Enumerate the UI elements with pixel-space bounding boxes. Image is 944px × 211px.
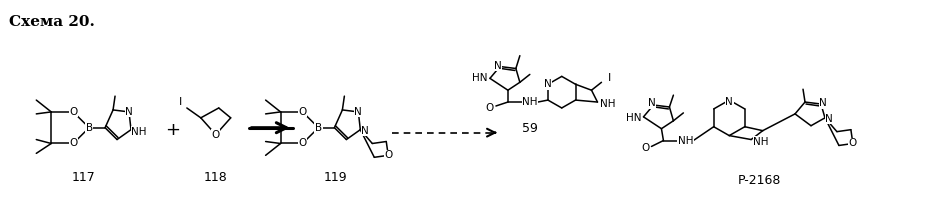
Text: NH: NH xyxy=(131,127,146,137)
Text: Схема 20.: Схема 20. xyxy=(9,15,95,29)
Text: O: O xyxy=(298,138,307,149)
Text: O: O xyxy=(849,138,857,149)
Text: P-2168: P-2168 xyxy=(737,174,781,187)
Text: NH: NH xyxy=(678,135,693,146)
Text: NH: NH xyxy=(599,99,615,109)
Text: 118: 118 xyxy=(204,171,228,184)
Text: N: N xyxy=(725,97,733,107)
Text: N: N xyxy=(819,98,827,108)
Text: 59: 59 xyxy=(522,122,538,135)
Text: N: N xyxy=(825,114,833,124)
Text: O: O xyxy=(486,103,494,113)
Text: O: O xyxy=(211,130,220,140)
Text: 117: 117 xyxy=(72,171,95,184)
Text: N: N xyxy=(648,98,655,108)
Text: NH: NH xyxy=(753,137,769,146)
Text: O: O xyxy=(641,143,649,153)
Text: O: O xyxy=(69,107,77,117)
Text: I: I xyxy=(179,97,182,107)
Text: N: N xyxy=(362,126,369,136)
Text: 119: 119 xyxy=(324,171,347,184)
Text: O: O xyxy=(298,107,307,117)
Text: HN: HN xyxy=(472,73,488,83)
Text: HN: HN xyxy=(626,113,641,123)
Text: NH: NH xyxy=(522,97,537,107)
Text: B: B xyxy=(315,123,322,133)
Text: O: O xyxy=(69,138,77,149)
Text: O: O xyxy=(384,150,393,160)
Text: B: B xyxy=(86,123,93,133)
Text: +: + xyxy=(165,121,180,139)
Text: N: N xyxy=(494,61,502,70)
Text: I: I xyxy=(608,73,611,83)
Text: N: N xyxy=(126,107,133,117)
Text: N: N xyxy=(354,107,362,117)
Text: N: N xyxy=(544,79,552,89)
